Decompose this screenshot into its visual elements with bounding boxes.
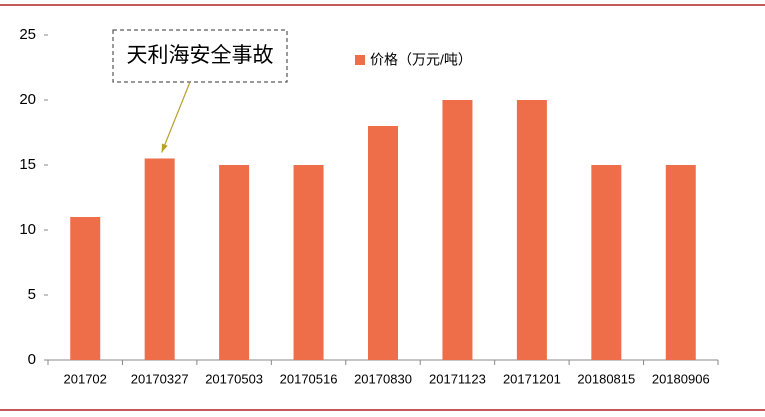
- x-tick-label: 20170516: [280, 371, 338, 386]
- y-tick-label: 20: [19, 91, 36, 108]
- legend-label: 价格（万元/吨）: [370, 52, 472, 68]
- y-tick-label: 10: [19, 221, 36, 238]
- annotation: 天利海安全事故: [127, 43, 274, 67]
- x-tick-label: 20170830: [354, 371, 412, 386]
- bar: [442, 100, 473, 360]
- x-tick-label: 20171201: [503, 371, 561, 386]
- bar: [293, 165, 324, 360]
- bar: [144, 158, 175, 360]
- annotation-arrow: [161, 81, 191, 153]
- x-tick-label: 201702: [64, 371, 107, 386]
- bar: [70, 217, 101, 360]
- bar: [665, 165, 696, 360]
- y-tick-label: 0: [28, 351, 36, 368]
- y-tick-label: 15: [19, 156, 36, 173]
- legend-swatch: [355, 55, 365, 65]
- x-tick-label: 20180815: [577, 371, 635, 386]
- bar: [368, 126, 398, 360]
- bar: [591, 165, 622, 360]
- annotation-box: [112, 29, 288, 83]
- x-tick-label: 20170503: [205, 371, 263, 386]
- arrow-head: [161, 143, 168, 153]
- x-tick-label: 20171123: [429, 371, 486, 386]
- bar: [516, 100, 547, 360]
- bar: [219, 165, 250, 360]
- x-tick-label: 20180906: [652, 371, 710, 386]
- y-tick-label: 5: [28, 286, 36, 303]
- x-tick-label: 20170327: [131, 371, 189, 386]
- y-tick-label: 25: [19, 26, 36, 43]
